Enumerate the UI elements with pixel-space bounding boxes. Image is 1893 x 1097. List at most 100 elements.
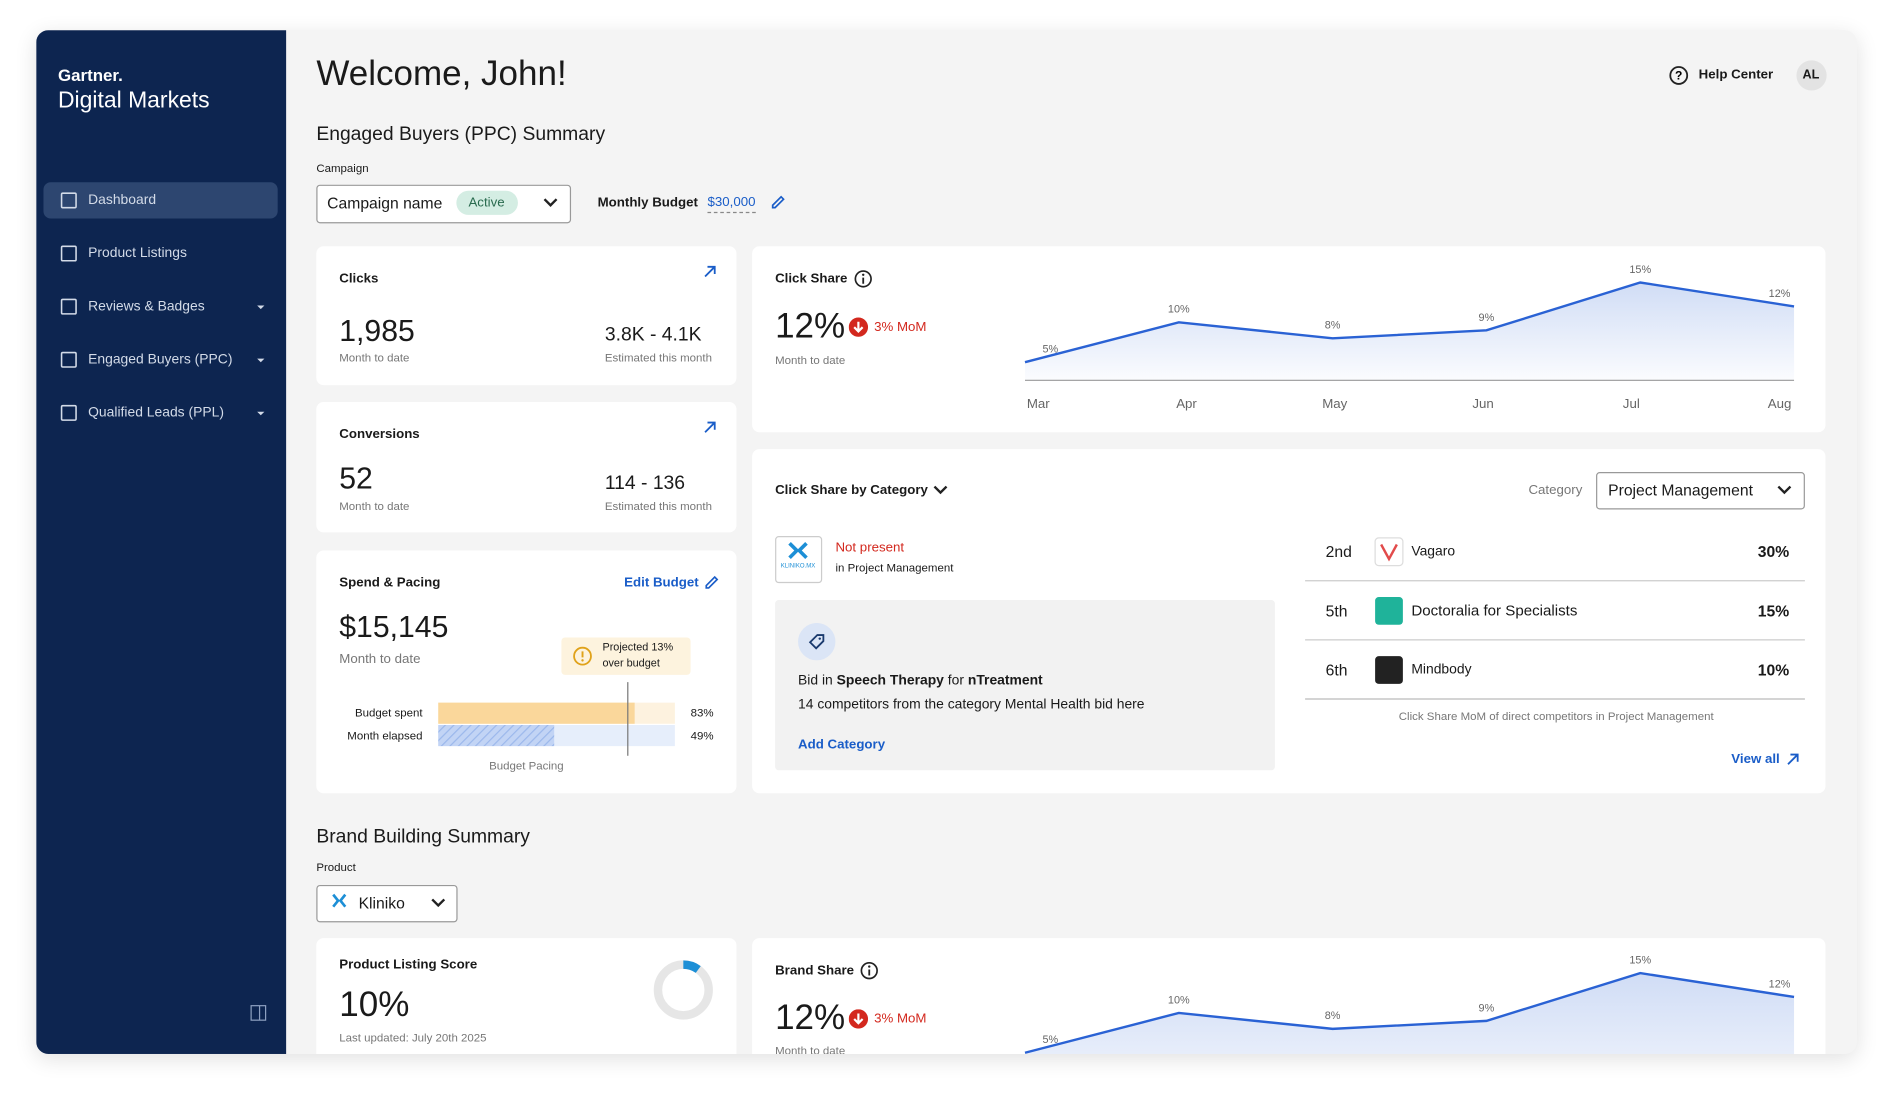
footnote: Click Share MoM of direct competitors in… [1398, 710, 1714, 724]
text: for [947, 673, 964, 689]
tag-icon [798, 622, 836, 661]
term: Speech Therapy [836, 673, 944, 689]
product-select[interactable] [316, 884, 458, 923]
estimate-caption: Estimated this month [604, 500, 712, 514]
logo-mark [788, 542, 808, 560]
bar-label: Budget spent [354, 706, 423, 721]
select-value: Kliniko [358, 894, 405, 913]
nav-active[interactable] [43, 182, 278, 219]
view-all[interactable]: View all [1731, 752, 1780, 767]
card-title: Click Share [775, 271, 848, 287]
estimate-value: 114 - 136 [604, 473, 686, 494]
edit-icon[interactable] [704, 575, 720, 591]
add-category[interactable]: Add Category [798, 737, 886, 753]
info-icon[interactable] [854, 269, 873, 288]
app: Gartner. Digital Markets Welcome, John! … [36, 30, 1857, 1054]
metric-caption: Month to date [339, 500, 410, 514]
x-tick-label: Jul [1622, 397, 1640, 412]
nav-item[interactable]: Engaged Buyers (PPC) [88, 352, 233, 368]
chart-caption: Budget Pacing [489, 759, 564, 774]
status-text: Active [468, 195, 505, 211]
warning-icon [573, 646, 592, 666]
avatar[interactable] [1796, 60, 1827, 91]
app-window: Gartner. Digital Markets Welcome, John! … [36, 30, 1857, 1054]
bid-detail: 14 competitors from the category Mental … [798, 697, 1145, 713]
info-icon[interactable] [860, 961, 879, 980]
help-center[interactable]: Help Center [1698, 67, 1774, 83]
category-select[interactable] [1596, 472, 1805, 510]
value-label: 15% [1629, 263, 1652, 276]
chevron[interactable] [933, 484, 948, 496]
down-icon [848, 1009, 869, 1029]
value-label: 12% [1768, 977, 1791, 990]
card-title: Conversions [339, 427, 420, 442]
select-value: Project Management [1608, 481, 1753, 500]
click-share-card [752, 246, 1826, 433]
x-tick-label: Jun [1472, 397, 1494, 412]
help-icon[interactable]: ? [1668, 65, 1689, 86]
metric-caption: Month to date [339, 651, 421, 667]
down-icon [848, 317, 869, 337]
card-title: Product Listing Score [339, 957, 478, 972]
product-logo [332, 893, 347, 908]
page-title: Welcome, John! [316, 54, 567, 94]
nav-item[interactable]: Qualified Leads (PPL) [88, 405, 224, 421]
value-label: 12% [1768, 287, 1791, 300]
bid-line: Bid in Speech Therapy for nTreatment [798, 674, 1043, 688]
nav-item[interactable]: Dashboard [88, 193, 157, 208]
open-icon[interactable] [703, 264, 717, 278]
brand-name: Gartner. [57, 65, 123, 85]
edit-budget[interactable]: Edit Budget [624, 575, 699, 591]
campaign-name: Campaign name [327, 193, 443, 212]
value-label: 8% [1324, 318, 1341, 332]
value-label: 10% [1167, 993, 1190, 1006]
metric-value: 12% [775, 999, 846, 1038]
nav-item[interactable]: Product Listings [88, 246, 187, 261]
projection-text: Projected 13% over budget [602, 641, 674, 669]
status-pill [456, 190, 518, 215]
product: nTreatment [967, 673, 1043, 689]
collapse-icon[interactable] [250, 1004, 267, 1021]
filter-label: Category [1528, 482, 1583, 498]
metric-value: $15,145 [339, 610, 449, 645]
value-label: 10% [1167, 303, 1190, 316]
metric-caption: Last updated: July 20th 2025 [339, 1031, 487, 1045]
card-title: Brand Share [775, 963, 855, 978]
change: 3% MoM [874, 319, 927, 335]
open-icon[interactable] [1786, 752, 1800, 766]
logo-text: KLINIKO.MX [780, 562, 816, 570]
value-label: 5% [1042, 1033, 1059, 1046]
metric-caption: Month to date [775, 354, 846, 368]
budget-value[interactable]: $30,000 [707, 195, 756, 214]
nav-item[interactable]: Reviews & Badges [88, 299, 205, 314]
product-logo [775, 536, 823, 584]
rank: 5th [1325, 601, 1348, 620]
open-icon[interactable] [703, 420, 717, 434]
campaign-select[interactable] [316, 184, 572, 224]
avatar-initials: AL [1802, 67, 1820, 83]
competitor-name: Vagaro [1411, 544, 1456, 559]
metric-value: 12% [775, 307, 846, 346]
value-label: 15% [1629, 953, 1652, 966]
self-status: Not present [835, 540, 905, 556]
svg-text:?: ? [1675, 69, 1682, 83]
value-label: 8% [1324, 1009, 1341, 1022]
competitor-share: 15% [1757, 601, 1790, 620]
x-tick-label: Aug [1767, 397, 1792, 412]
change: 3% MoM [874, 1011, 927, 1027]
edit-icon[interactable] [770, 194, 786, 210]
value-label: 5% [1042, 342, 1059, 355]
x-tick-label: May [1322, 397, 1348, 412]
metric-value: 1,985 [339, 314, 415, 349]
chevron [1777, 485, 1792, 495]
brand-share-card [752, 938, 1826, 1054]
card-title: Spend & Pacing [339, 575, 441, 591]
section-title: Engaged Buyers (PPC) Summary [316, 124, 606, 145]
conversions-card [316, 402, 737, 533]
section-title: Brand Building Summary [316, 827, 530, 848]
clicks-card [316, 246, 737, 386]
value-label: 9% [1478, 310, 1495, 324]
